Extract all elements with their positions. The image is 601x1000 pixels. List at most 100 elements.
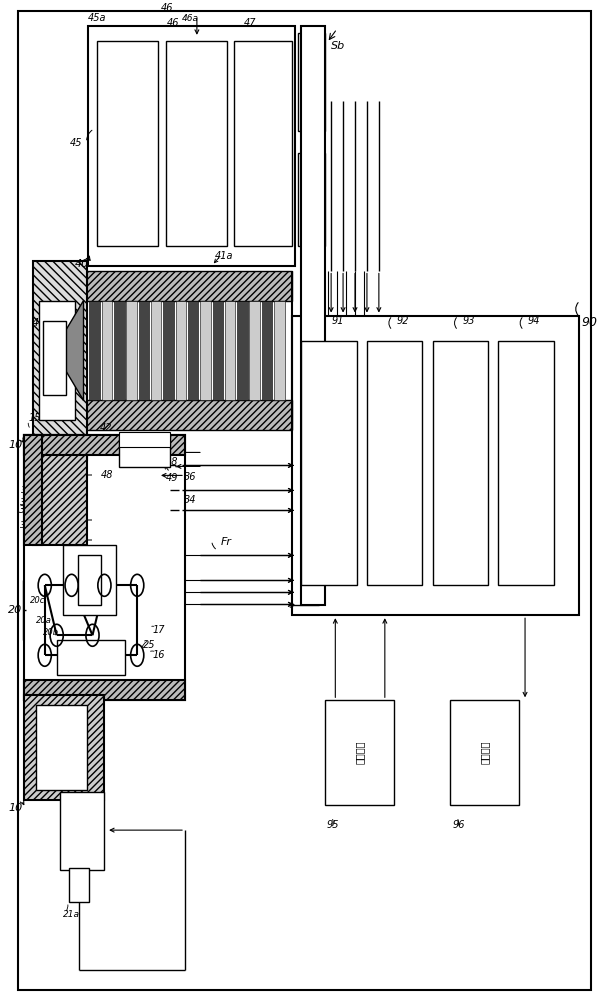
Text: 18: 18 [165,457,178,467]
Bar [24,435,185,700]
Bar [114,301,124,400]
Text: 41: 41 [104,435,117,445]
Text: 94: 94 [528,316,540,326]
Bar [33,435,87,545]
Text: 41a: 41a [215,251,233,261]
Text: 输入I/F: 输入I/F [456,451,466,474]
Polygon shape [66,301,84,400]
Text: 13: 13 [33,685,47,695]
Text: Fr: Fr [221,537,232,547]
Bar [102,301,112,400]
Bar [33,261,87,460]
Text: 45: 45 [70,138,82,148]
Bar [298,33,325,131]
Bar [225,301,236,400]
Text: 35: 35 [20,521,32,530]
Text: 10: 10 [8,803,23,813]
Bar [151,301,162,400]
Text: 34: 34 [184,495,197,505]
Bar [163,301,174,400]
Bar [262,301,272,400]
Text: 存储介质: 存储介质 [390,451,400,474]
Text: 16: 16 [152,650,165,660]
Text: 46a: 46a [182,14,199,23]
Text: 93: 93 [462,316,475,326]
Text: 20b: 20b [43,628,59,637]
Text: 15: 15 [31,772,43,782]
Text: 45a: 45a [88,13,107,23]
Text: 91: 91 [331,316,344,326]
Bar [301,26,325,605]
Bar [39,301,75,420]
Bar [84,400,292,430]
Bar [188,301,198,400]
Text: 90: 90 [582,316,598,329]
Bar [237,301,248,400]
Text: 40: 40 [32,318,46,328]
Bar [301,341,357,585]
Bar [200,301,211,400]
Bar [175,301,186,400]
Text: 输入装置: 输入装置 [355,740,365,764]
Bar [498,341,554,585]
Text: Sb: Sb [331,41,346,51]
Text: 输出I/F: 输出I/F [521,451,531,474]
Text: 40: 40 [75,259,90,269]
Bar [24,435,185,455]
Text: 32: 32 [23,478,35,487]
Text: 15: 15 [29,413,41,423]
Bar [325,700,394,805]
Text: 49: 49 [166,473,178,483]
Bar [139,301,149,400]
Bar [63,545,117,615]
Bar [451,700,519,805]
Bar [56,640,125,675]
Text: 33: 33 [20,498,32,507]
Text: 21: 21 [70,802,83,812]
Text: 46: 46 [160,3,173,13]
Bar [126,301,137,400]
Text: 30: 30 [19,505,32,515]
Text: 12: 12 [57,490,72,500]
Bar [120,432,170,447]
Bar [78,555,102,605]
Text: 压力检测器: 压力检测器 [258,128,269,157]
Text: 92: 92 [397,316,409,326]
Bar [59,792,105,870]
Text: 47: 47 [243,18,256,28]
Bar [234,41,292,246]
Bar [433,341,488,585]
Text: 46: 46 [167,18,180,28]
Text: 48: 48 [101,470,114,480]
Bar [166,41,227,246]
Text: 42: 42 [100,423,112,433]
Text: 20a: 20a [36,616,52,625]
Text: 计量马达: 计量马达 [123,131,133,154]
Bar [36,705,87,790]
Text: 20c: 20c [30,596,45,605]
Text: 17: 17 [152,625,165,635]
Text: CPU: CPU [318,457,341,467]
Bar [97,41,158,246]
Text: 32: 32 [21,486,33,495]
Text: 95: 95 [327,820,340,830]
Bar [120,435,170,467]
Text: 96: 96 [453,820,465,830]
Bar [24,435,41,545]
Text: 36: 36 [184,472,197,482]
Bar [43,321,66,395]
Bar [88,26,295,266]
Bar [274,301,284,400]
Text: 21a: 21a [63,910,80,919]
Text: 10: 10 [8,440,23,450]
Bar [213,301,223,400]
Bar [84,271,292,301]
Text: 输出装置: 输出装置 [480,740,490,764]
Bar [24,695,105,800]
Bar [292,316,579,615]
Bar [24,680,185,700]
Bar [90,301,100,400]
Bar [249,301,260,400]
Text: 43: 43 [107,448,120,458]
Text: 20: 20 [8,605,23,615]
